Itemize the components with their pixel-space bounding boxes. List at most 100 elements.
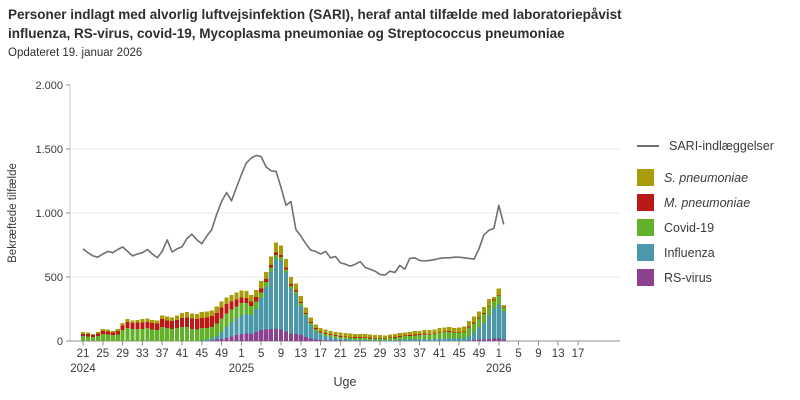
bar-segment-s-pneumoniae — [476, 311, 482, 318]
x-tick-label: 37 — [413, 348, 426, 360]
bar-segment-rs-virus — [273, 328, 279, 341]
bar-segment-influenza — [348, 339, 353, 341]
bar-segment-influenza — [432, 339, 437, 341]
bar-segment-m-pneumoniae — [397, 336, 402, 337]
bar-segment-influenza — [333, 337, 338, 341]
bar-segment-covid-19 — [145, 328, 150, 341]
bar-segment-influenza — [491, 308, 496, 339]
bar-segment-covid-19 — [427, 334, 432, 340]
year-label: 2026 — [486, 363, 512, 375]
bar-segment-covid-19 — [476, 318, 482, 328]
bar-segment-m-pneumoniae — [491, 299, 496, 301]
bar-segment-covid-19 — [447, 331, 452, 339]
bar-segment-influenza — [427, 339, 432, 341]
bar-segment-influenza — [501, 311, 506, 340]
legend-label: M. pneumoniae — [664, 195, 751, 210]
bar-segment-s-pneumoniae — [254, 289, 259, 297]
bar-segment-influenza — [288, 288, 293, 334]
bar-segment-m-pneumoniae — [125, 322, 130, 329]
bar-segment-influenza — [437, 338, 442, 341]
bar-segment-covid-19 — [313, 329, 318, 332]
legend-color-swatch — [637, 194, 654, 211]
legend-label: Influenza — [664, 245, 715, 260]
bar-segment-m-pneumoniae — [244, 298, 249, 304]
bar-segment-rs-virus — [471, 339, 477, 341]
bar-segment-rs-virus — [491, 338, 496, 341]
bar-segment-s-pneumoniae — [447, 327, 452, 332]
bar-segment-s-pneumoniae — [298, 296, 303, 302]
bar-segment-s-pneumoniae — [318, 328, 323, 332]
bar-segment-covid-19 — [348, 337, 353, 340]
bar-segment-m-pneumoniae — [318, 331, 323, 333]
bar-segment-m-pneumoniae — [417, 334, 422, 335]
x-axis-title: Uge — [334, 375, 357, 389]
bar-segment-covid-19 — [432, 334, 437, 340]
bar-segment-covid-19 — [179, 326, 185, 341]
bar-segment-influenza — [382, 340, 388, 341]
bar-segment-covid-19 — [170, 328, 175, 341]
bar-segment-rs-virus — [209, 340, 214, 341]
bar-segment-covid-19 — [90, 337, 95, 341]
bar-segment-covid-19 — [452, 332, 457, 339]
bar-segment-s-pneumoniae — [105, 329, 110, 332]
bar-segment-s-pneumoniae — [239, 290, 244, 298]
bar-segment-covid-19 — [397, 336, 402, 340]
bar-segment-influenza — [457, 338, 462, 341]
bar-segment-rs-virus — [278, 329, 284, 341]
bar-segment-covid-19 — [353, 337, 358, 340]
bar-segment-rs-virus — [496, 338, 501, 341]
bar-segment-influenza — [481, 322, 487, 340]
x-tick-label: 1 — [238, 348, 244, 360]
bar-segment-s-pneumoniae — [377, 335, 383, 339]
bar-segment-s-pneumoniae — [224, 297, 229, 304]
legend-item-influenza: Influenza — [637, 240, 774, 265]
y-tick-label: 0 — [57, 336, 63, 348]
sari-admissions-line — [82, 154, 505, 276]
bar-segment-covid-19 — [328, 334, 333, 337]
bar-segment-covid-19 — [244, 303, 249, 315]
bar-segment-m-pneumoniae — [204, 317, 209, 329]
bar-segment-s-pneumoniae — [174, 315, 180, 320]
legend-color-swatch — [637, 244, 654, 261]
x-tick-label: 1 — [496, 348, 502, 360]
bar-segment-rs-virus — [313, 339, 318, 341]
x-tick-label: 9 — [278, 348, 284, 360]
bar-segment-s-pneumoniae — [432, 329, 437, 334]
bar-segment-covid-19 — [214, 323, 219, 336]
bar-segment-s-pneumoniae — [491, 296, 496, 300]
bar-segment-m-pneumoniae — [308, 321, 313, 324]
y-axis-title: Bekræftede tilfælde — [7, 163, 19, 263]
legend-item-covid-19: Covid-19 — [637, 215, 774, 240]
x-tick-label: 17 — [314, 348, 327, 360]
bar-segment-covid-19 — [259, 292, 264, 299]
bar-segment-s-pneumoniae — [145, 318, 150, 322]
bar-segment-rs-virus — [214, 339, 219, 341]
bar-segment-s-pneumoniae — [115, 328, 120, 332]
bar-segment-covid-19 — [293, 291, 298, 295]
bar-segment-rs-virus — [269, 328, 274, 341]
bar-segment-influenza — [328, 336, 333, 341]
bar-segment-m-pneumoniae — [105, 331, 110, 335]
bar-segment-m-pneumoniae — [358, 337, 363, 338]
bar-segment-covid-19 — [377, 338, 383, 341]
bar-segment-covid-19 — [387, 338, 392, 341]
page-title: Personer indlagt med alvorlig luftvejsin… — [8, 5, 794, 43]
x-tick-label: 21 — [334, 348, 347, 360]
bar-segment-m-pneumoniae — [372, 337, 378, 339]
bar-segment-influenza — [318, 334, 323, 340]
legend-label: Covid-19 — [664, 220, 715, 235]
bar-segment-s-pneumoniae — [368, 334, 373, 338]
bar-segment-rs-virus — [239, 333, 244, 341]
bar-segment-s-pneumoniae — [387, 334, 392, 338]
bar-segment-m-pneumoniae — [174, 319, 180, 329]
bar-segment-covid-19 — [288, 285, 293, 289]
x-tick-label: 33 — [136, 348, 149, 360]
bar-segment-s-pneumoniae — [130, 320, 135, 324]
bar-segment-covid-19 — [417, 334, 422, 340]
x-tick-label: 17 — [572, 348, 585, 360]
bar-segment-s-pneumoniae — [90, 333, 95, 336]
bar-segment-influenza — [422, 339, 427, 341]
chart-legend: SARI-indlæggelser S. pneumoniae M. pneumon… — [637, 133, 774, 290]
